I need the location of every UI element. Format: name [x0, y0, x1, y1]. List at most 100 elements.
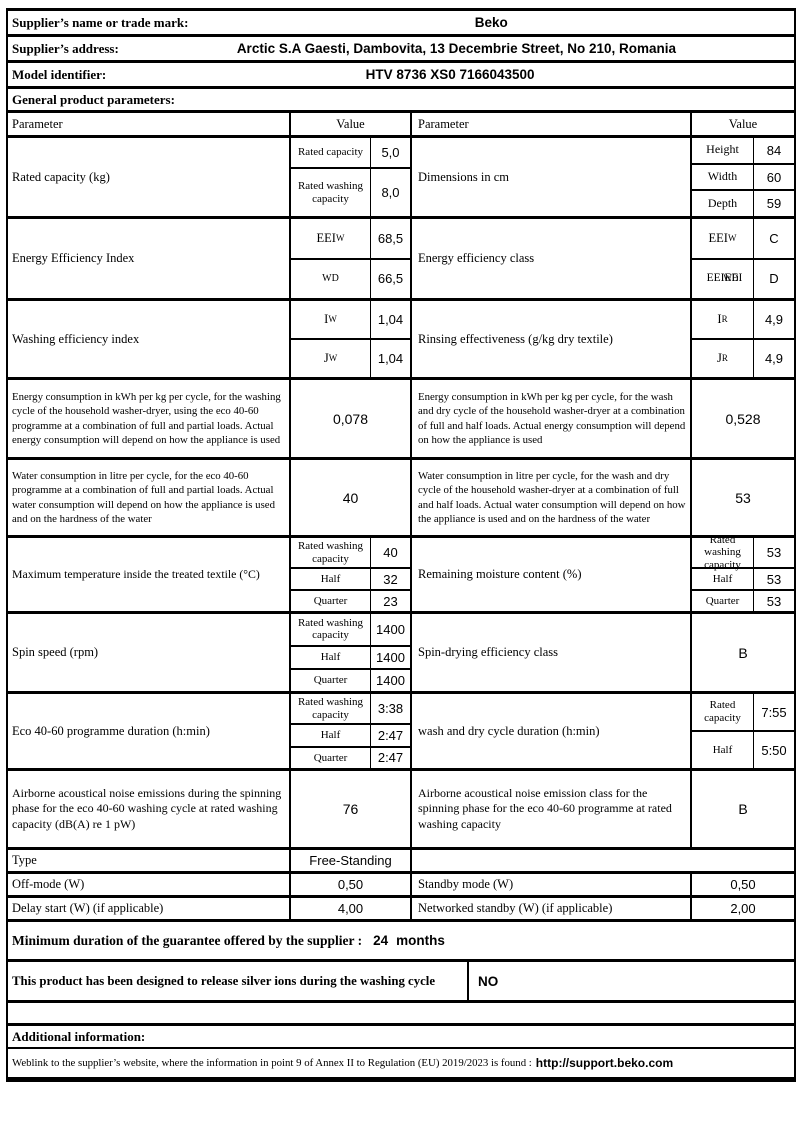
sub-value: 1,04 — [370, 301, 410, 338]
sub-label: Depth — [707, 195, 738, 210]
param-description: Energy consumption in kWh per kg per cyc… — [12, 390, 281, 446]
sub-row: Rated washing capacity 3:38 — [291, 694, 410, 724]
row-airborne-noise: Airborne acoustical noise emissions duri… — [8, 771, 794, 850]
sub-label: Rated washing capacity — [297, 539, 364, 565]
row-spin-speed: Spin speed (rpm) Rated washing capacity … — [8, 614, 794, 694]
sub-label-subscript: W — [335, 232, 345, 243]
guarantee-value: 24 — [373, 933, 389, 948]
sub-row: Quarter 2:47 — [291, 745, 410, 769]
empty-cell — [410, 850, 794, 871]
sub-row: Half 32 — [291, 567, 410, 589]
sub-label: Half — [320, 729, 341, 742]
sub-row: EEI W 68,5 — [291, 219, 410, 258]
sub-row: Rated capacity 5,0 — [291, 138, 410, 167]
weblink-url[interactable]: http://support.beko.com — [535, 1056, 674, 1070]
value-cell: B — [690, 614, 794, 691]
param-label: Off-mode (W) — [12, 877, 85, 891]
row-off-mode: Off-mode (W) 0,50 Standby mode (W) 0,50 — [8, 874, 794, 898]
row-delay-start: Delay start (W) (if applicable) 4,00 Net… — [8, 898, 794, 922]
sub-table: Rated washing capacity 3:38 Half 2:47 Qu… — [289, 694, 410, 769]
supplier-address-row: Supplier’s address: Arctic S.A Gaesti, D… — [8, 37, 794, 63]
sub-row: WD 66,5 — [291, 257, 410, 299]
sub-label: Half — [320, 650, 341, 663]
value-cell: 4,00 — [289, 898, 410, 919]
additional-information-title: Additional information: — [12, 1028, 146, 1044]
sub-value: 4,9 — [753, 301, 794, 338]
sub-row: Rated washing capacity 53 — [692, 533, 794, 571]
silver-ions-value: NO — [478, 973, 499, 989]
sub-row: Quarter 1400 — [291, 667, 410, 691]
sub-value: 84 — [753, 138, 794, 163]
row-water-consumption: Water consumption in litre per cycle, fo… — [8, 460, 794, 538]
sub-label: Half — [712, 743, 733, 756]
sub-value: 4,9 — [753, 340, 794, 377]
param-label: Spin-drying efficiency class — [410, 614, 690, 691]
sub-row: Rated washing capacity 40 — [291, 538, 410, 567]
value-cell: 0,078 — [289, 380, 410, 457]
sub-label-subscript: R — [721, 353, 728, 363]
sub-value: 53 — [753, 591, 794, 611]
sub-value: 1400 — [370, 614, 410, 645]
row-rated-capacity: Rated capacity (kg) Rated capacity 5,0 R… — [8, 138, 794, 219]
param-label: Dimensions in cm — [410, 138, 690, 216]
sub-label-eei-w: EEI W — [291, 219, 370, 258]
sub-row: Height 84 — [692, 138, 794, 163]
sub-value: 7:55 — [753, 694, 794, 730]
sub-value: 5,0 — [370, 138, 410, 167]
sub-value: D — [753, 259, 794, 298]
sub-label-subscript: W — [328, 314, 337, 324]
sub-value: 1400 — [370, 669, 410, 691]
sub-label: Quarter — [313, 674, 348, 687]
silver-ions-value-cell: NO — [467, 962, 794, 1000]
sub-row: Half 1400 — [291, 644, 410, 668]
value-cell: 0,528 — [690, 380, 794, 457]
sub-label: Rated capacity — [297, 146, 364, 159]
sub-row: Depth 59 — [692, 189, 794, 217]
sub-table: Rated capacity 5,0 Rated washing capacit… — [289, 138, 410, 216]
param-label: Energy Efficiency Index — [12, 251, 135, 265]
sub-label: Rated washing capacity — [297, 696, 364, 721]
sub-label-base: J — [323, 351, 329, 366]
sub-value: 59 — [753, 191, 794, 217]
guarantee-label: Minimum duration of the guarantee offere… — [12, 932, 363, 948]
sub-label-eei-wd: WD — [291, 260, 370, 299]
sub-table: Rated washing capacity 53 Half 53 Quarte… — [690, 533, 794, 611]
sub-value: 60 — [753, 164, 794, 190]
param-label: Type — [12, 853, 37, 867]
sub-value: 1,04 — [370, 340, 410, 377]
table-header-row: Parameter Value Parameter Value — [8, 113, 794, 138]
param-description: Water consumption in litre per cycle, fo… — [410, 460, 690, 535]
param-label: Remaining moisture content (%) — [410, 538, 690, 611]
model-identifier-value: HTV 8736 XS0 7166043500 — [365, 67, 535, 82]
sub-value: 8,0 — [370, 169, 410, 216]
sub-label-base: EEI — [708, 231, 728, 246]
param-label: Rated capacity (kg) — [12, 169, 110, 184]
sub-label: Width — [707, 169, 738, 184]
param-label: Maximum temperature inside the treated t… — [12, 567, 260, 581]
silver-ions-label: This product has been designed to releas… — [12, 973, 436, 988]
sub-label: Rated washing capacity — [297, 179, 364, 205]
value-cell: Free-Standing — [289, 850, 410, 871]
header-parameter-left: Parameter — [12, 116, 63, 131]
sub-table: Rated washing capacity 40 Half 32 Quarte… — [289, 538, 410, 611]
sub-table: Rated washing capacity 1400 Half 1400 Qu… — [289, 614, 410, 691]
param-label: Eco 40-60 programme duration (h:min) — [12, 723, 210, 738]
row-additional-information: Additional information: — [8, 1026, 794, 1049]
sub-label-subscript: WD — [322, 272, 339, 284]
sub-row: Half 5:50 — [692, 730, 794, 768]
row-max-temperature: Maximum temperature inside the treated t… — [8, 533, 794, 614]
param-label: Delay start (W) (if applicable) — [12, 901, 164, 915]
model-identifier-row: Model identifier: HTV 8736 XS0 716604350… — [8, 63, 794, 89]
row-silver-ions: This product has been designed to releas… — [8, 962, 794, 1003]
sub-value: 1400 — [370, 646, 410, 668]
param-description: Water consumption in litre per cycle, fo… — [12, 469, 275, 525]
sub-label-subscript: WD — [723, 273, 739, 284]
sub-label: Rated washing capacity — [704, 533, 741, 571]
param-description: Energy consumption in kWh per kg per cyc… — [410, 380, 690, 457]
sub-value: 53 — [753, 538, 794, 567]
sub-table: EEI W C EEIEEI WD D — [690, 219, 794, 298]
